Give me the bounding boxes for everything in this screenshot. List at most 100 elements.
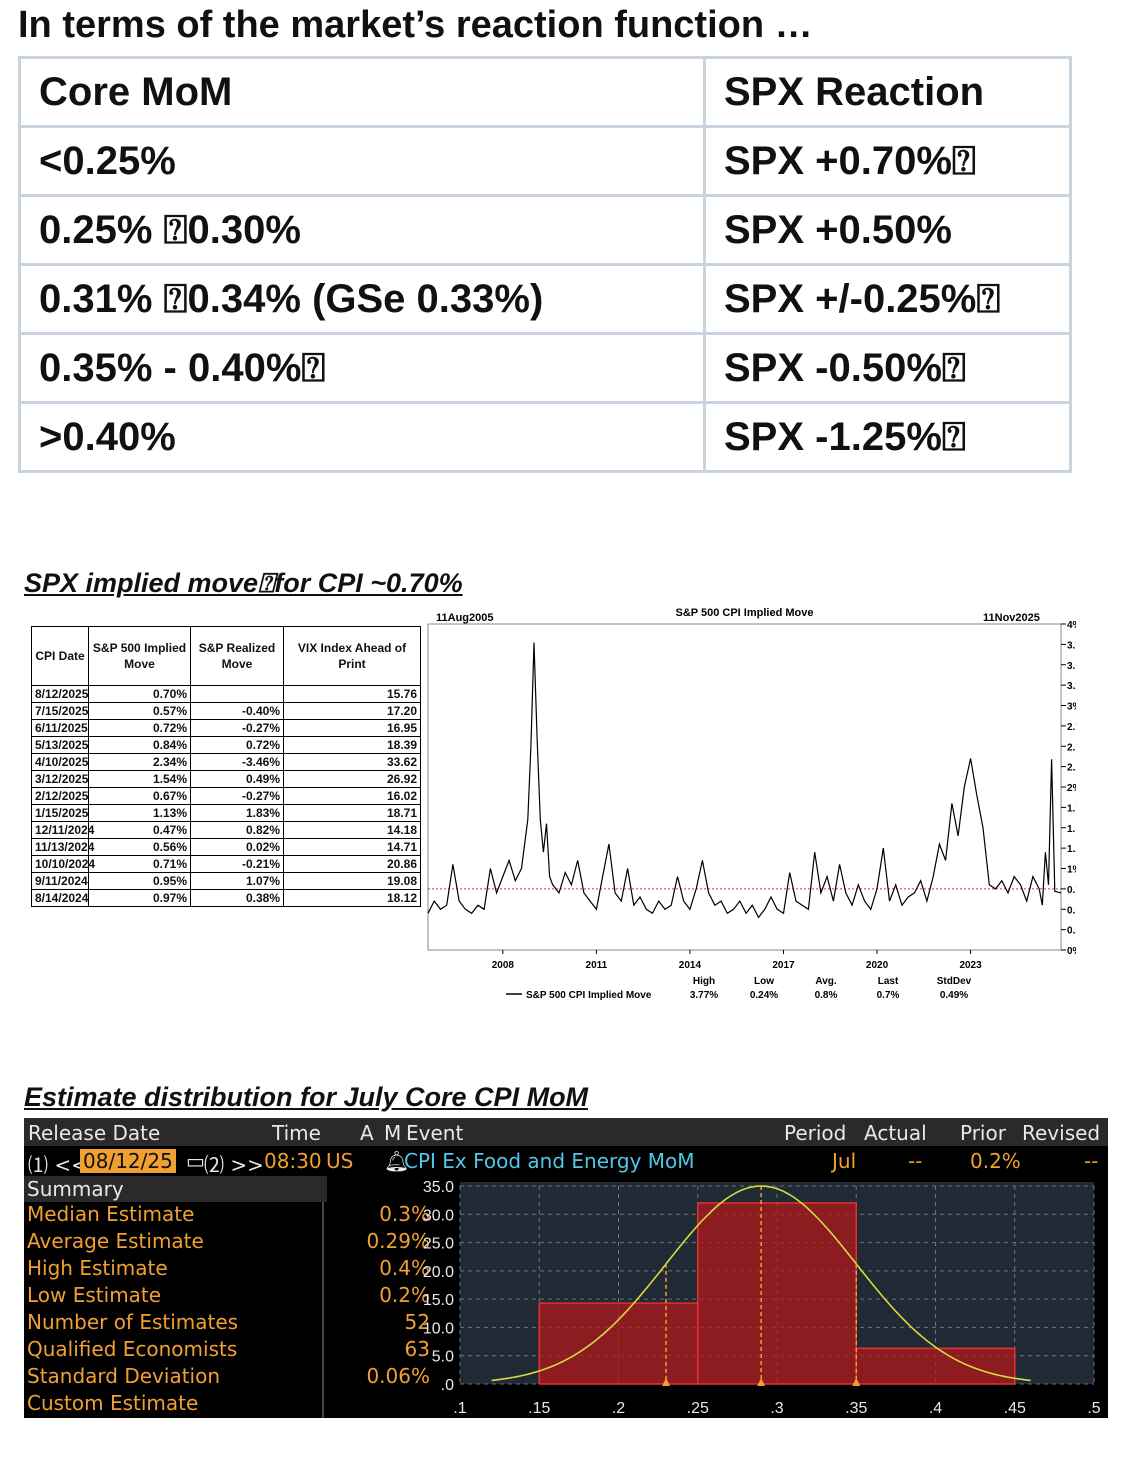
implied-move-cell: 0.56%: [88, 838, 191, 856]
stat-value: 0.2%: [379, 1283, 430, 1307]
y-tick-label: 3.75%: [1067, 640, 1076, 651]
vix-cell: 18.71: [283, 804, 421, 822]
next-date-button[interactable]: ⑵ >>: [204, 1153, 264, 1177]
vix-cell: 16.95: [283, 719, 421, 737]
realized-move-cell: 0.49%: [190, 770, 284, 788]
cpi-date-cell: 4/10/2025: [31, 753, 89, 771]
core-mom-cell: >0.40%: [18, 401, 706, 473]
y-tick-label: 0.75%: [1067, 885, 1076, 896]
y-tick-label: 1.5%: [1067, 824, 1076, 835]
stat-value: 0.4%: [379, 1256, 430, 1280]
cpi-date-cell: 9/11/2024: [31, 872, 89, 890]
y-tick-label: 4%: [1067, 620, 1076, 631]
stat-label: High Estimate: [27, 1256, 168, 1280]
table-row: >0.40% SPX -1.25%⍰: [18, 401, 1072, 473]
release-date-header: Release Date: [28, 1121, 161, 1145]
table-row: 12/11/2024 0.47% 0.82% 14.18: [31, 821, 421, 839]
stat-value: 0.49%: [940, 990, 968, 1001]
implied-move-cell: 0.70%: [88, 685, 191, 703]
cpi-date-cell: 3/12/2025: [31, 770, 89, 788]
x-tick-label: .3: [770, 1400, 783, 1417]
y-tick-label: 3%: [1067, 702, 1076, 713]
release-date-input[interactable]: 08/12/25: [80, 1149, 176, 1173]
cpi-date-cell: 7/15/2025: [31, 702, 89, 720]
cpi-implied-move-table: CPI Date S&P 500 Implied Move S&P Realiz…: [31, 626, 421, 907]
spx-reaction-cell: SPX -1.25%⍰: [703, 401, 1072, 473]
bloomberg-panel: Release Date Time A M Event Period Actua…: [24, 1118, 1108, 1418]
stat-label: Low Estimate: [27, 1283, 162, 1307]
table-header-row: CPI Date S&P 500 Implied Move S&P Realiz…: [31, 626, 421, 686]
column-header: Core MoM: [18, 56, 706, 128]
y-tick-label: 0.25%: [1067, 926, 1076, 937]
prior-value: 0.2%: [970, 1149, 1021, 1173]
y-tick-label: 2.75%: [1067, 722, 1076, 733]
y-tick-label: 35.0: [423, 1179, 454, 1196]
spx-reaction-cell: SPX +/-0.25%⍰: [703, 263, 1072, 335]
y-tick-label: 1%: [1067, 865, 1076, 876]
y-tick-label: 1.75%: [1067, 803, 1076, 814]
x-tick-label: 2020: [866, 960, 889, 971]
vix-cell: 18.12: [283, 889, 421, 907]
panel-header: Release Date Time A M Event Period Actua…: [24, 1118, 1108, 1146]
divider: [322, 1202, 324, 1418]
realized-move-cell: 0.82%: [190, 821, 284, 839]
column-header: VIX Index Ahead of Print: [283, 626, 421, 686]
plot-frame: [427, 623, 1062, 951]
y-tick-label: 2%: [1067, 783, 1076, 794]
vix-cell: 26.92: [283, 770, 421, 788]
cpi-date-cell: 11/13/2024: [31, 838, 94, 856]
table-row: 9/11/2024 0.95% 1.07% 19.08: [31, 872, 421, 890]
realized-move-cell: -0.40%: [190, 702, 284, 720]
period-header: Period: [784, 1121, 847, 1145]
stat-label: Standard Deviation: [27, 1364, 221, 1388]
implied-move-cell: 0.67%: [88, 787, 191, 805]
implied-move-title: SPX implied move⍰for CPI ~0.70%: [24, 568, 463, 598]
vix-cell: 14.71: [283, 838, 421, 856]
table-row: 0.35% - 0.40%⍰ SPX -0.50%⍰: [18, 332, 1072, 404]
cpi-date-cell: 6/11/2025: [31, 719, 89, 737]
country-code: US: [326, 1149, 354, 1173]
stat-label[interactable]: Custom Estimate: [27, 1391, 199, 1415]
x-tick-label: 2011: [586, 960, 608, 971]
stat-value: 0.3%: [379, 1202, 430, 1226]
calendar-icon[interactable]: ▭: [186, 1149, 205, 1173]
stat-header: Last: [878, 976, 899, 987]
reaction-function-table: Core MoM SPX Reaction <0.25% SPX +0.70%⍰…: [18, 56, 1072, 473]
realized-move-cell: [190, 685, 284, 703]
table-row: 3/12/2025 1.54% 0.49% 26.92: [31, 770, 421, 788]
vix-cell: 16.02: [283, 787, 421, 805]
end-date-label: 11Nov2025: [983, 612, 1040, 624]
table-header-row: Core MoM SPX Reaction: [18, 56, 1072, 128]
table-row: 7/15/2025 0.57% -0.40% 17.20: [31, 702, 421, 720]
estimate-distribution-title: Estimate distribution for July Core CPI …: [24, 1082, 589, 1112]
implied-move-series-line: [427, 642, 1062, 919]
event-name-link[interactable]: CPI Ex Food and Energy MoM: [404, 1149, 695, 1173]
realized-move-cell: -3.46%: [190, 753, 284, 771]
vix-cell: 15.76: [283, 685, 421, 703]
implied-move-cell: 0.47%: [88, 821, 191, 839]
x-tick-label: .45: [1004, 1400, 1026, 1417]
stat-value: 0.29%: [366, 1229, 430, 1253]
summary-header: Summary: [24, 1176, 327, 1202]
actual-value: --: [908, 1149, 923, 1173]
core-mom-cell: 0.31% ⍰0.34% (GSe 0.33%): [18, 263, 706, 335]
vix-cell: 17.20: [283, 702, 421, 720]
bell-icon[interactable]: 🔔︎: [384, 1149, 410, 1173]
implied-move-cell: 1.54%: [88, 770, 191, 788]
x-tick-label: 2008: [492, 960, 515, 971]
x-tick-label: .1: [453, 1400, 466, 1417]
x-tick-label: 2017: [772, 960, 795, 971]
y-tick-label: .0: [441, 1377, 454, 1394]
revised-header: Revised: [1022, 1121, 1101, 1145]
y-tick-label: 2.5%: [1067, 742, 1076, 753]
implied-move-cell: 0.57%: [88, 702, 191, 720]
table-row: <0.25% SPX +0.70%⍰: [18, 125, 1072, 197]
x-tick-label: .5: [1087, 1400, 1100, 1417]
stat-header: High: [693, 976, 715, 987]
table-row: 0.25% ⍰0.30% SPX +0.50%: [18, 194, 1072, 266]
vix-cell: 33.62: [283, 753, 421, 771]
previous-date-button[interactable]: ⑴ <<: [28, 1153, 88, 1177]
a-header: A: [360, 1121, 374, 1145]
event-row[interactable]: ⑴ << 08/12/25 ▭ ⑵ >> 08:30 US 🔔︎ CPI Ex …: [24, 1146, 1108, 1177]
cpi-date-cell: 1/15/2025: [31, 804, 89, 822]
